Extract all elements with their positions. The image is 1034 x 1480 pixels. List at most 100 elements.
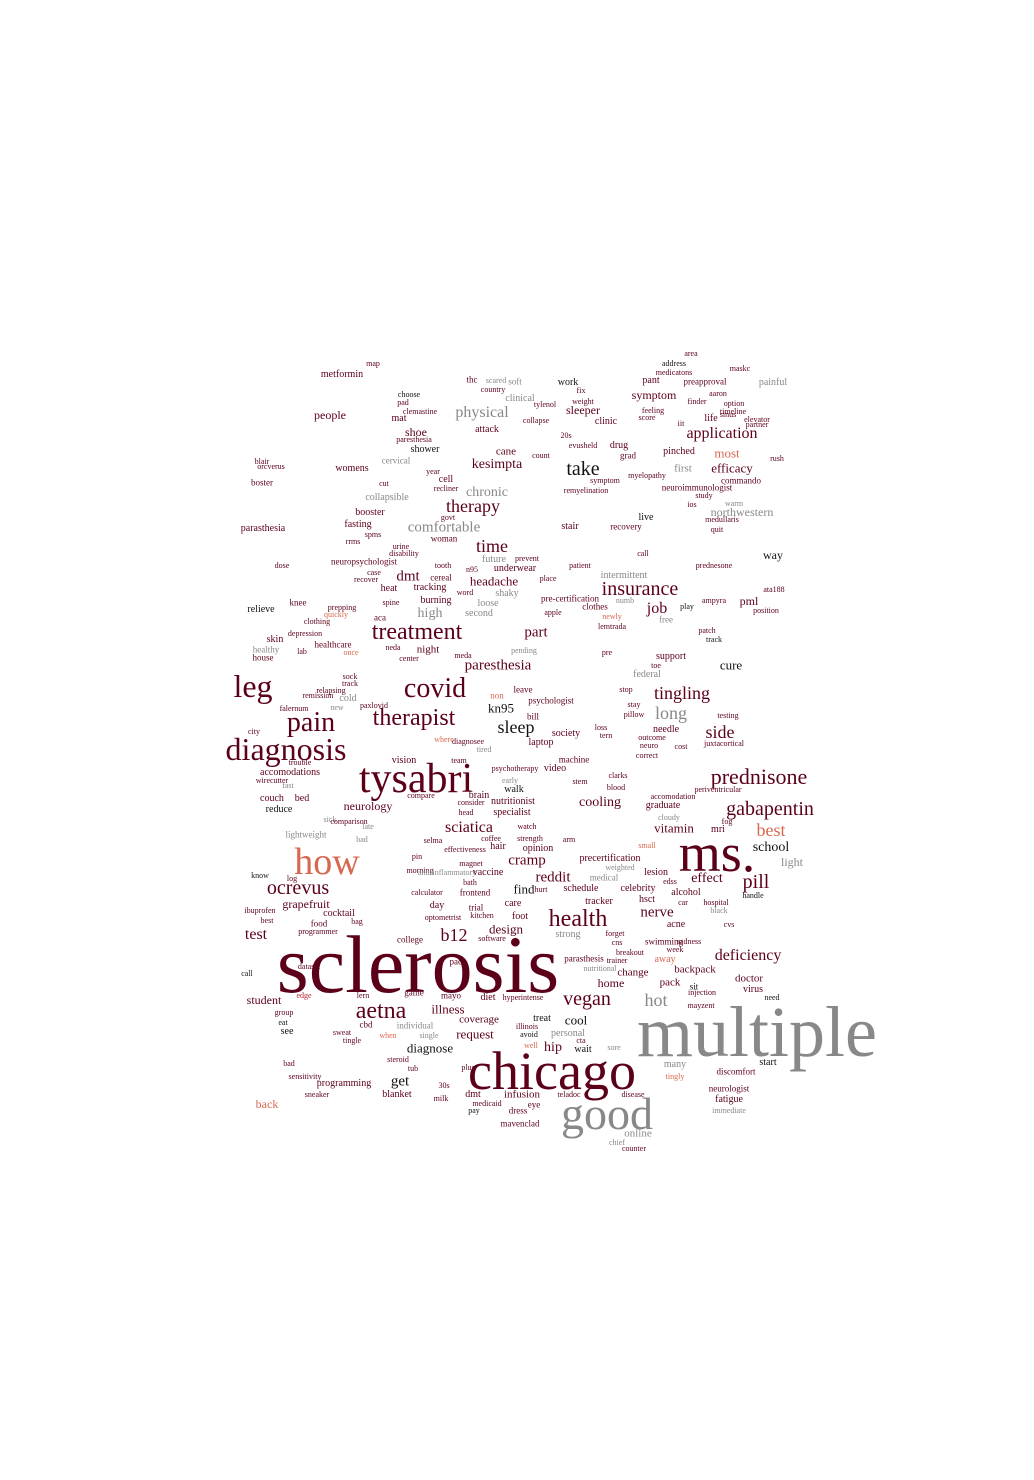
cloud-word: tingling xyxy=(653,683,711,703)
cloud-word: spine xyxy=(382,598,400,607)
cloud-word: pml xyxy=(739,594,759,608)
cloud-word: time xyxy=(476,536,508,556)
cloud-word: call xyxy=(241,969,253,978)
cloud-word: handle xyxy=(742,891,764,900)
cloud-word: hot xyxy=(644,990,668,1010)
cloud-word: pill xyxy=(742,871,770,893)
cloud-word: tooth xyxy=(434,561,452,570)
cloud-word: evusheld xyxy=(568,441,598,450)
cloud-word: optometrist xyxy=(424,913,462,922)
cloud-word: alcohol xyxy=(671,887,701,898)
cloud-word: reddit xyxy=(535,869,571,886)
cloud-word: kn95 xyxy=(488,700,514,716)
cloud-word: pillow xyxy=(623,710,645,719)
cloud-word: virus xyxy=(743,984,763,995)
cloud-word: cereal xyxy=(430,572,452,583)
cloud-word: design xyxy=(489,921,523,937)
cloud-word: urine xyxy=(392,542,410,551)
cloud-word: medical xyxy=(589,872,619,883)
cloud-word: ata188 xyxy=(763,585,785,594)
cloud-word: acne xyxy=(666,919,686,930)
cloud-word: sick xyxy=(323,815,337,824)
cloud-word: grad xyxy=(620,450,636,461)
cloud-word: treat xyxy=(533,1013,551,1024)
cloud-word: need xyxy=(764,993,780,1002)
cloud-word: avoid xyxy=(520,1030,538,1039)
cloud-word: get xyxy=(390,1073,410,1090)
cloud-word: reduce xyxy=(265,804,293,815)
cloud-word: cane xyxy=(495,445,517,458)
cloud-word: edge xyxy=(296,991,312,1000)
cloud-word: bath xyxy=(463,878,477,887)
cloud-word: symptom xyxy=(631,388,677,402)
cloud-word: tern xyxy=(599,731,613,740)
cloud-word: laptop xyxy=(528,737,554,748)
cloud-word: non xyxy=(490,690,504,701)
cloud-word: team xyxy=(451,756,467,765)
cloud-word: individual xyxy=(396,1020,434,1031)
cloud-word: partner xyxy=(745,420,769,429)
cloud-word: psychologist xyxy=(528,695,574,706)
cloud-word: away xyxy=(654,954,676,965)
cloud-word: comparison xyxy=(330,817,368,826)
cloud-word: hospital xyxy=(703,898,729,907)
cloud-word: leg xyxy=(233,668,273,704)
cloud-word: cooling xyxy=(579,795,621,810)
cloud-word: clinic xyxy=(594,416,618,427)
cloud-word: precertification xyxy=(579,853,641,864)
cloud-word: how xyxy=(294,841,360,883)
cloud-word: counter xyxy=(622,1144,646,1153)
cloud-word: ibuprofen xyxy=(244,906,276,915)
cloud-word: place xyxy=(539,574,557,583)
cloud-word: blanket xyxy=(382,1089,412,1100)
cloud-word: sclerosis xyxy=(276,919,560,1010)
cloud-word: good xyxy=(561,1088,653,1139)
cloud-word: sock xyxy=(342,672,358,681)
cloud-word: burning xyxy=(420,595,452,606)
cloud-word: backpack xyxy=(674,963,716,976)
cloud-word: option xyxy=(723,399,745,408)
cloud-word: fix xyxy=(576,386,586,395)
cloud-word: remission xyxy=(302,691,334,700)
cloud-word: depression xyxy=(287,629,323,638)
cloud-word: diagnose xyxy=(406,1040,454,1056)
cloud-word: patch xyxy=(698,626,716,635)
cloud-word: underwear xyxy=(493,563,537,574)
cloud-word: strength xyxy=(517,834,543,843)
cloud-word: b12 xyxy=(440,925,468,945)
cloud-word: kesimpta xyxy=(471,457,523,472)
cloud-word: healthy xyxy=(252,644,280,655)
cloud-word: frontend xyxy=(459,887,491,898)
cloud-word: sit xyxy=(689,981,699,992)
cloud-word: weighted xyxy=(605,863,635,872)
cloud-word: chronic xyxy=(466,485,508,500)
cloud-word: cool xyxy=(564,1012,588,1028)
cloud-word: relapsing xyxy=(316,686,346,695)
cloud-word: myelopathy xyxy=(628,471,666,480)
cloud-word: spms xyxy=(364,530,382,539)
cloud-word: score xyxy=(638,413,656,422)
cloud-word: rush xyxy=(770,454,784,463)
cloud-word: trial xyxy=(468,902,484,913)
cloud-word: hair xyxy=(490,841,506,852)
cloud-word: address xyxy=(662,359,686,368)
cloud-word: timeline xyxy=(719,407,747,416)
cloud-word: high xyxy=(417,606,443,621)
cloud-word: food xyxy=(310,918,328,929)
cloud-word: remyelination xyxy=(563,486,609,495)
cloud-word: ms. xyxy=(678,823,756,883)
cloud-word: 20s xyxy=(560,431,572,440)
cloud-word: woman xyxy=(430,533,458,544)
cloud-word: chief xyxy=(609,1138,625,1147)
cloud-word: headache xyxy=(469,573,519,589)
cloud-word: newly xyxy=(602,612,622,621)
cloud-word: live xyxy=(638,512,654,523)
cloud-word: diet xyxy=(480,992,496,1003)
cloud-word: hurt xyxy=(534,885,548,894)
cloud-word: medullaris xyxy=(705,515,739,524)
cloud-word: dataset xyxy=(297,962,321,971)
cloud-word: back xyxy=(255,1097,279,1111)
cloud-word: log xyxy=(286,874,298,883)
cloud-word: mayzent xyxy=(687,1001,715,1010)
